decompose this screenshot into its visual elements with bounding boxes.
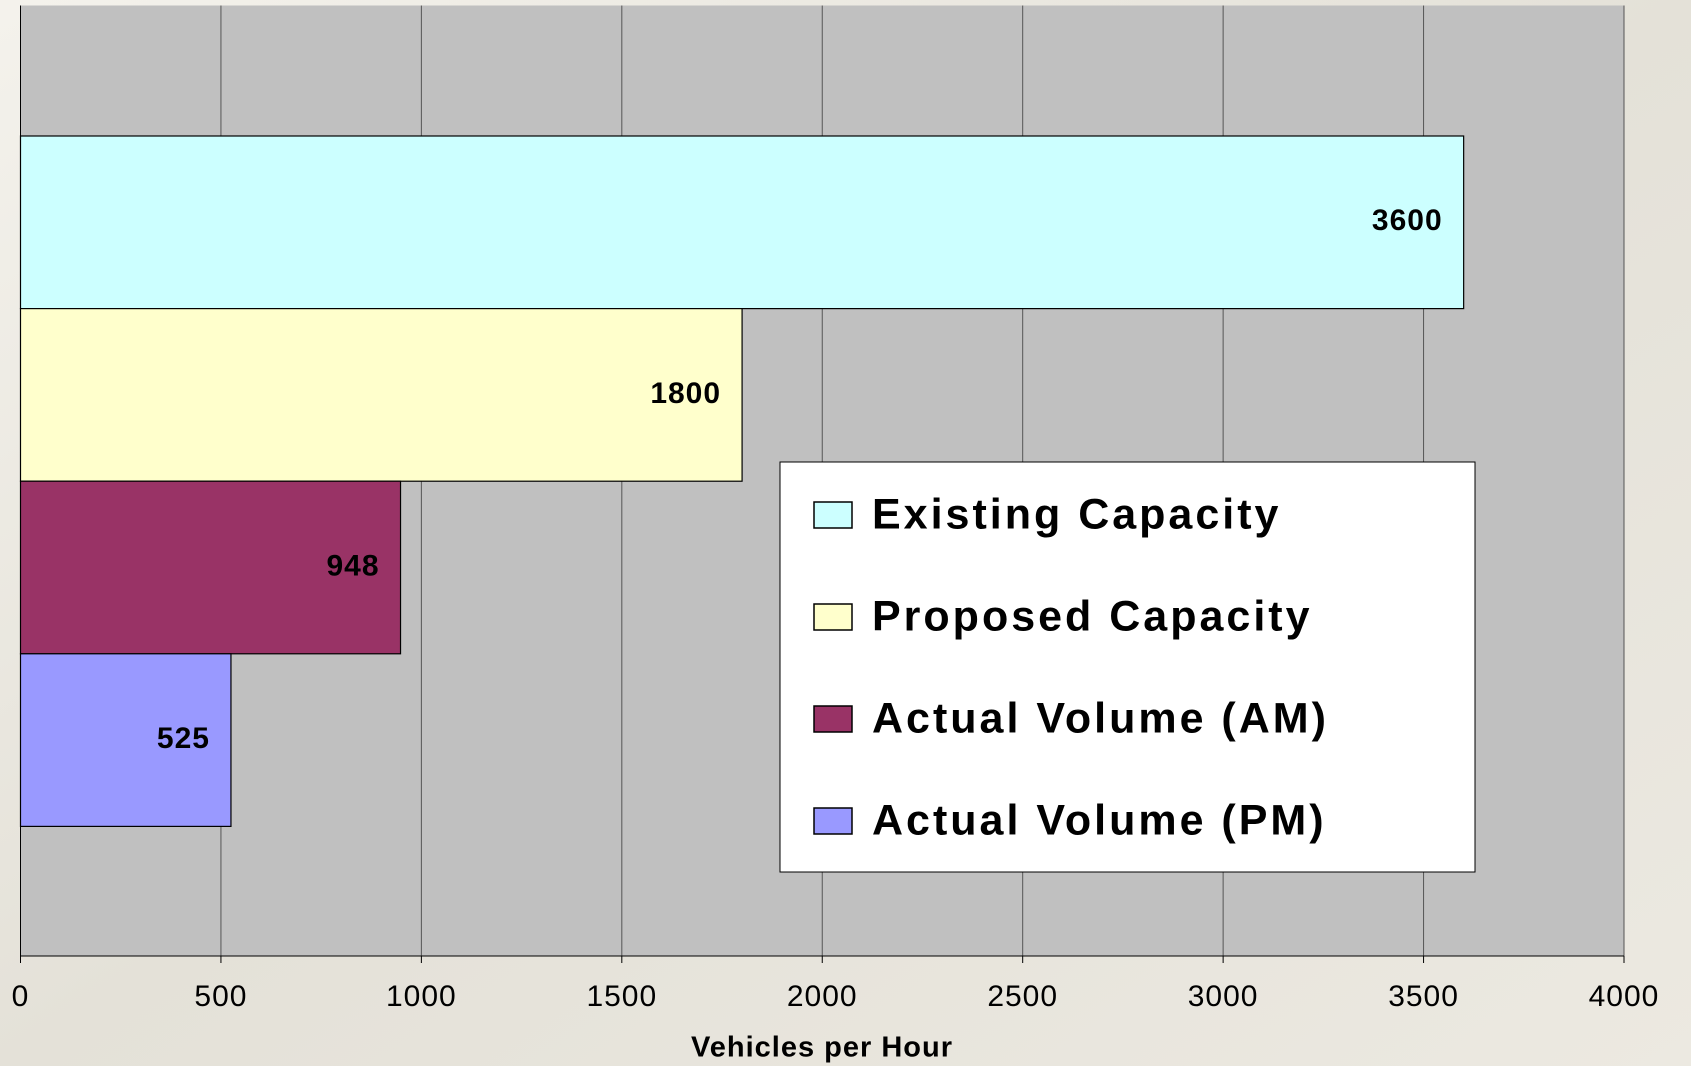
data-label: 1800 xyxy=(650,377,721,410)
legend-swatch xyxy=(813,501,853,529)
legend-swatch xyxy=(813,603,853,631)
bar xyxy=(19,135,1465,310)
x-tick-label: 2500 xyxy=(987,980,1058,1013)
data-label: 525 xyxy=(157,722,210,755)
x-tick-label: 3000 xyxy=(1188,980,1259,1013)
legend xyxy=(779,461,1476,873)
x-tick-label: 0 xyxy=(12,980,30,1013)
legend-label: Actual Volume (AM) xyxy=(872,694,1329,742)
data-label: 948 xyxy=(326,549,379,582)
bar xyxy=(19,480,402,655)
x-axis-label: Vehicles per Hour xyxy=(691,1032,953,1064)
legend-label: Proposed Capacity xyxy=(872,592,1313,640)
x-tick-label: 1500 xyxy=(586,980,657,1013)
data-label: 3600 xyxy=(1372,204,1443,237)
legend-swatch xyxy=(813,705,853,733)
bar xyxy=(19,308,743,482)
x-tick-label: 4000 xyxy=(1589,980,1660,1013)
x-tick-label: 1000 xyxy=(386,980,457,1013)
bar xyxy=(19,653,232,827)
x-tick-label: 2000 xyxy=(787,980,858,1013)
legend-label: Actual Volume (PM) xyxy=(872,796,1327,844)
x-tick-label: 3500 xyxy=(1388,980,1459,1013)
legend-swatch xyxy=(813,807,853,835)
x-tick-label: 500 xyxy=(194,980,247,1013)
legend-label: Existing Capacity xyxy=(872,490,1281,538)
